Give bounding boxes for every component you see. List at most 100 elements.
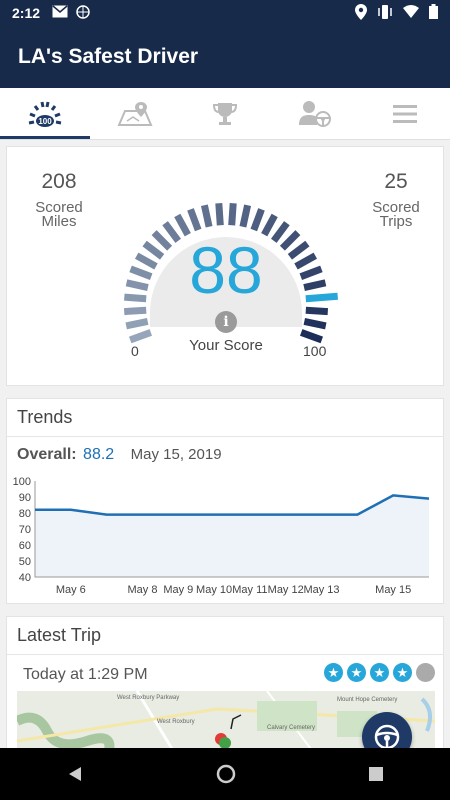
gauge-tick	[123, 306, 147, 316]
home-icon[interactable]	[216, 764, 236, 784]
gauge-tick	[228, 203, 237, 226]
x-tick-label: May 6	[56, 584, 86, 596]
x-tick-label: May 12	[268, 584, 304, 596]
gauge-tick	[303, 279, 327, 292]
map-label-parkway: West Roxbury Parkway	[117, 695, 179, 701]
steering-wheel-icon	[374, 724, 400, 750]
y-tick-label: 40	[19, 572, 31, 584]
gauge-tick	[305, 306, 329, 316]
gauge-tick	[303, 317, 327, 330]
chart-axes	[34, 481, 429, 578]
latest-trip-title: Latest Trip	[7, 617, 443, 655]
y-tick-label: 50	[19, 556, 31, 568]
star-filled-icon: ★	[370, 663, 389, 682]
basketball-icon	[76, 4, 90, 22]
tab-driver[interactable]	[270, 88, 360, 139]
trip-rating: ★ ★ ★ ★ ★	[324, 663, 435, 682]
gauge-tick	[124, 293, 147, 303]
menu-icon	[393, 104, 417, 123]
trophy-icon	[212, 102, 238, 125]
gauge-max-label: 100	[303, 343, 327, 359]
gauge-min-label: 0	[131, 343, 139, 359]
tab-score[interactable]: 100	[0, 88, 90, 139]
score-card: 208 Scored Miles 25 Scored Trips 88 i Yo…	[6, 146, 444, 386]
gauge-tick	[261, 213, 278, 237]
overall-date: May 15, 2019	[130, 446, 222, 463]
y-tick-label: 90	[19, 492, 31, 504]
wifi-icon	[403, 5, 419, 21]
info-icon[interactable]: i	[215, 311, 237, 333]
star-filled-icon: ★	[324, 663, 343, 682]
map-label-calvary: Calvary Cemetery	[267, 725, 315, 731]
gauge-tick	[294, 252, 317, 270]
score-gauge	[123, 203, 338, 344]
x-tick-label: May 13	[303, 584, 339, 596]
tab-bar: 100	[0, 88, 450, 140]
gauge-tick	[279, 230, 301, 251]
tab-menu[interactable]	[360, 88, 450, 139]
scored-miles-label: Scored Miles	[35, 199, 83, 230]
trip-time: Today at 1:29 PM	[23, 666, 148, 683]
status-bar: 2:12	[0, 0, 450, 26]
map-icon	[117, 101, 153, 126]
location-icon	[355, 3, 367, 23]
gauge-tick	[129, 265, 153, 280]
gauge-tick	[125, 279, 149, 292]
battery-icon	[429, 4, 438, 22]
scored-miles-value: 208	[41, 170, 77, 193]
gauge-tick	[162, 221, 182, 243]
trend-line	[35, 494, 430, 516]
gauge-tick	[187, 208, 202, 232]
recents-icon[interactable]	[368, 766, 384, 782]
gauge-tick	[299, 265, 323, 280]
star-filled-icon: ★	[393, 663, 412, 682]
scored-trips-label: Scored Trips	[372, 199, 420, 230]
gauge-tick	[200, 204, 213, 228]
y-tick-label: 100	[13, 476, 31, 488]
mail-icon	[52, 5, 68, 21]
tab-trophy[interactable]	[180, 88, 270, 139]
gauge-indicator	[305, 292, 338, 303]
gauge-tick	[174, 213, 191, 237]
gauge-tick	[270, 221, 290, 243]
gauge-tick	[287, 240, 310, 260]
scored-trips-stat: 25 Scored Trips	[363, 170, 429, 230]
y-tick-label: 70	[19, 524, 31, 536]
driver-icon	[299, 100, 331, 127]
gauge-tick	[125, 317, 149, 330]
gauge-tick	[142, 240, 165, 260]
vibrate-icon	[377, 4, 393, 22]
x-tick-label: May 10	[196, 584, 232, 596]
app-title: LA's Safest Driver	[18, 45, 199, 68]
x-tick-label: May 8	[128, 584, 158, 596]
gauge-tick	[135, 252, 158, 270]
map-label-mount-hope: Mount Hope Cemetery	[337, 697, 397, 703]
x-tick-label: May 9	[163, 584, 193, 596]
gauge-tick	[129, 329, 152, 344]
overall-label: Overall:	[17, 446, 77, 463]
system-nav-bar	[0, 748, 450, 800]
overall-value: 88.2	[83, 446, 115, 463]
star-filled-icon: ★	[347, 663, 366, 682]
overall-row: Overall: 88.2 May 15, 2019	[17, 446, 222, 464]
gauge-tick	[239, 204, 252, 228]
scored-miles-stat: 208 Scored Miles	[29, 170, 89, 230]
gauge-dial	[150, 237, 302, 327]
gauge-tick	[215, 203, 224, 226]
y-tick-label: 60	[19, 540, 31, 552]
score-value: 88	[189, 233, 263, 307]
trends-title: Trends	[7, 399, 443, 437]
gauge-tick	[151, 230, 173, 251]
app-bar: LA's Safest Driver	[0, 26, 450, 88]
gauge-tick	[300, 329, 323, 344]
status-time: 2:12	[12, 5, 41, 21]
x-tick-label: May 11	[232, 584, 267, 596]
speedometer-icon: 100	[28, 101, 62, 127]
y-tick-label: 80	[19, 508, 31, 520]
x-tick-label: May 15	[375, 584, 411, 596]
back-icon[interactable]	[66, 765, 84, 783]
score-label: Your Score	[189, 337, 263, 354]
scored-trips-value: 25	[384, 170, 408, 193]
tab-map[interactable]	[90, 88, 180, 139]
